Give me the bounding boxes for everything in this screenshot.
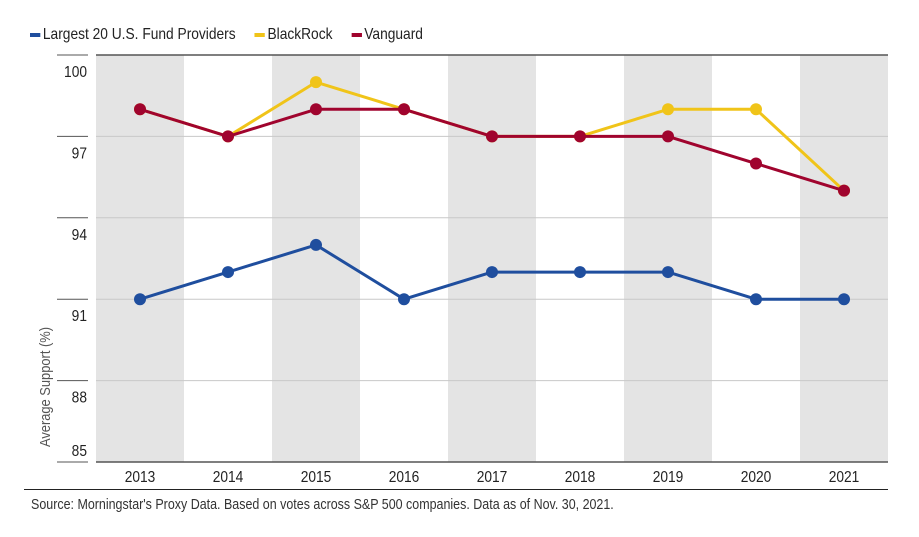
y-axis-tick-labels: 100 97 94 91 88 85: [64, 63, 87, 460]
data-point-vanguard-2014: [222, 130, 234, 143]
y-tick-label: 91: [72, 307, 87, 325]
data-point-vanguard-2021: [838, 184, 850, 197]
x-tick-label: 2014: [213, 468, 244, 486]
data-point-blackrock-2015: [310, 76, 322, 89]
x-tick-label: 2017: [477, 468, 508, 486]
legend-item-vanguard: Vanguard: [351, 26, 423, 44]
source-note: Source: Morningstar's Proxy Data. Based …: [31, 497, 614, 513]
data-point-blackrock-2020: [750, 103, 762, 116]
legend-item-blackrock: BlackRock: [254, 26, 333, 44]
y-tick-label: 88: [72, 389, 87, 407]
data-point-blackrock-2019: [662, 103, 674, 116]
y-tick-label: 100: [64, 63, 87, 81]
chart-legend: Largest 20 U.S. Fund Providers BlackRock…: [30, 24, 442, 46]
data-point-largest-20-u-s-fund-providers-2015: [310, 238, 322, 251]
y-axis-title: Average Support (%): [36, 327, 53, 447]
x-tick-label: 2015: [301, 468, 332, 486]
x-tick-label: 2018: [565, 468, 596, 486]
category-band-2015: [272, 55, 360, 462]
category-band-2013: [96, 55, 184, 462]
legend-swatch-vanguard: [351, 33, 362, 37]
legend-label-blackrock: BlackRock: [267, 26, 333, 43]
data-point-vanguard-2019: [662, 130, 674, 143]
data-point-largest-20-u-s-fund-providers-2019: [662, 266, 674, 279]
data-point-vanguard-2018: [574, 130, 586, 143]
data-point-vanguard-2020: [750, 157, 762, 170]
data-point-largest-20-u-s-fund-providers-2021: [838, 293, 850, 306]
category-band-2019: [624, 55, 712, 462]
data-point-largest-20-u-s-fund-providers-2014: [222, 266, 234, 279]
x-tick-label: 2013: [125, 468, 156, 486]
x-axis-tick-labels: 2013 2014 2015 2016 2017 2018 2019 2020 2021: [125, 468, 860, 486]
legend-swatch-largest-20: [30, 33, 41, 37]
data-point-largest-20-u-s-fund-providers-2020: [750, 293, 762, 306]
x-tick-label: 2019: [653, 468, 684, 486]
legend-swatch-blackrock: [254, 33, 265, 37]
legend-label-vanguard: Vanguard: [364, 26, 423, 43]
category-band-2017: [448, 55, 536, 462]
category-bands: [96, 55, 888, 462]
data-point-largest-20-u-s-fund-providers-2018: [574, 266, 586, 279]
data-point-largest-20-u-s-fund-providers-2016: [398, 293, 410, 306]
data-point-largest-20-u-s-fund-providers-2017: [486, 266, 498, 279]
series-vanguard: [134, 103, 850, 197]
x-tick-label: 2016: [389, 468, 420, 486]
data-point-largest-20-u-s-fund-providers-2013: [134, 293, 146, 306]
y-tick-label: 97: [72, 144, 87, 162]
legend-label-largest-20: Largest 20 U.S. Fund Providers: [42, 26, 236, 43]
data-point-vanguard-2016: [398, 103, 410, 116]
source-divider: [24, 489, 888, 490]
x-tick-label: 2020: [741, 468, 772, 486]
y-tick-label: 94: [72, 226, 87, 244]
data-point-vanguard-2017: [486, 130, 498, 143]
x-tick-label: 2021: [829, 468, 860, 486]
data-point-vanguard-2015: [310, 103, 322, 116]
category-band-2021: [800, 55, 888, 462]
series-largest-20-u-s-fund-providers: [134, 238, 850, 306]
series-lines: [134, 76, 850, 306]
y-tick-label: 85: [72, 442, 87, 460]
data-point-vanguard-2013: [134, 103, 146, 116]
legend-item-largest-20: Largest 20 U.S. Fund Providers: [30, 26, 236, 44]
